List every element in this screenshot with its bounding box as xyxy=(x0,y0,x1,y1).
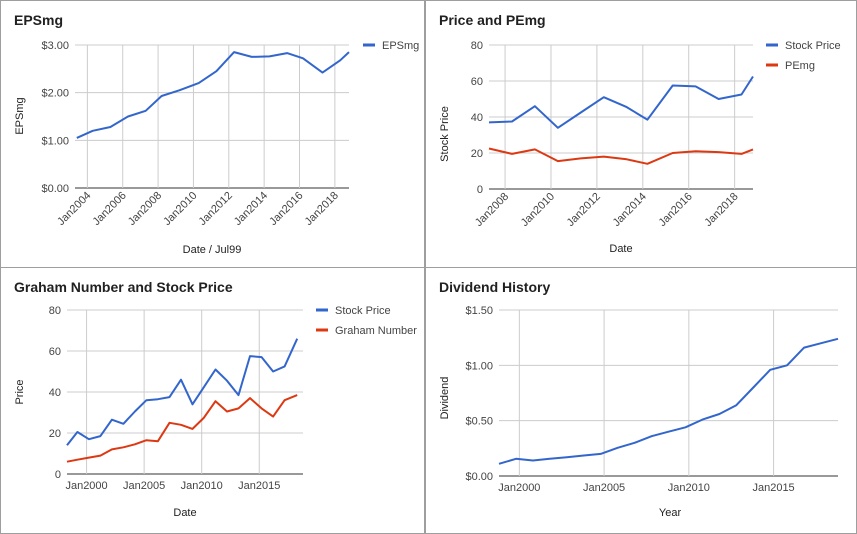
y-tick-label: 60 xyxy=(471,76,483,88)
y-axis-title: Dividend xyxy=(439,377,451,420)
chart-panel-price-pemg: Price and PEmg 0 20 40 60 80 Jan2008 Jan2010 Ja… xyxy=(425,0,857,268)
x-tick-label: Jan2000 xyxy=(65,480,107,492)
x-tick-label: Jan2014 xyxy=(611,191,649,229)
x-axis-title: Date / Jul99 xyxy=(183,244,242,256)
x-tick-label: Jan2012 xyxy=(565,191,603,229)
y-axis-title: Price xyxy=(14,379,26,404)
x-tick-label: Jan2005 xyxy=(123,480,165,492)
y-tick-label: 80 xyxy=(49,305,61,317)
legend-label-epsmg: EPSmg xyxy=(382,40,419,52)
x-axis-title: Date xyxy=(173,507,196,519)
x-tick-label: Jan2010 xyxy=(519,191,557,229)
y-tick-label: $1.00 xyxy=(465,360,493,372)
chart-panel-dividend: Dividend History $0.00 $0.50 $1.00 $1.50 Jan… xyxy=(425,267,857,534)
legend-label-stock-price: Stock Price xyxy=(335,305,391,317)
x-tick-label: Jan2006 xyxy=(91,190,129,228)
x-axis-title: Date xyxy=(609,243,632,255)
chart-panel-graham: Graham Number and Stock Price 0 20 40 60 80 J… xyxy=(0,267,425,534)
x-tick-label: Jan2010 xyxy=(181,480,223,492)
y-tick-label: 0 xyxy=(477,184,483,196)
x-tick-label: Jan2008 xyxy=(473,191,511,229)
chart-title: Dividend History xyxy=(439,279,551,295)
series-line-dividend xyxy=(498,337,839,465)
chart-title: Graham Number and Stock Price xyxy=(14,279,233,295)
y-tick-label: 60 xyxy=(49,346,61,358)
x-tick-label: Jan2012 xyxy=(197,190,235,228)
x-tick-label: Jan2000 xyxy=(498,482,540,494)
x-tick-label: Jan2018 xyxy=(702,191,740,229)
y-tick-label: $0.50 xyxy=(465,416,493,428)
y-tick-label: $0.00 xyxy=(465,471,493,483)
series-line-pemg xyxy=(488,147,754,165)
chart-panel-epsmg: EPSmg $0.00 $1.00 $2.00 $3.00 Jan2004 Jan2006… xyxy=(0,0,425,268)
legend-label-graham-number: Graham Number xyxy=(335,325,417,337)
y-tick-label: 40 xyxy=(49,387,61,399)
y-tick-label: $1.50 xyxy=(465,305,493,317)
chart-title: EPSmg xyxy=(14,12,64,28)
chart-svg: $0.00 $1.00 $2.00 $3.00 Jan2004Jan2006Jan200… xyxy=(14,40,419,256)
y-tick-label: 40 xyxy=(471,112,483,124)
x-tick-label: Jan2004 xyxy=(55,190,93,228)
series-line-stock-price xyxy=(488,75,754,129)
series-line-stock-price xyxy=(66,338,299,446)
x-tick-label: Jan2014 xyxy=(232,190,270,228)
chart-svg: $0.00 $0.50 $1.00 $1.50 Jan2000 Jan2005 Jan201… xyxy=(439,305,839,519)
y-tick-label: $0.00 xyxy=(41,183,69,195)
chart-svg: 0 20 40 60 80 Jan2000 Jan2005 Jan2010 Jan2015 Dat… xyxy=(14,305,417,519)
x-tick-label: Jan2008 xyxy=(126,190,164,228)
x-tick-label: Jan2005 xyxy=(583,482,625,494)
chart-title: Price and PEmg xyxy=(439,12,546,28)
y-tick-label: $1.00 xyxy=(41,135,69,147)
y-tick-label: $3.00 xyxy=(41,40,69,52)
y-tick-label: 20 xyxy=(49,428,61,440)
y-tick-label: 0 xyxy=(55,469,61,481)
legend-label-pemg: PEmg xyxy=(785,60,815,72)
y-axis-title: EPSmg xyxy=(14,97,26,134)
x-tick-label: Jan2016 xyxy=(267,190,305,228)
series-line-graham-number xyxy=(66,394,298,463)
x-tick-label: Jan2018 xyxy=(303,190,341,228)
y-tick-label: $2.00 xyxy=(41,88,69,100)
x-tick-label: Jan2010 xyxy=(161,190,199,228)
x-tick-label: Jan2016 xyxy=(657,191,695,229)
y-tick-label: 20 xyxy=(471,148,483,160)
series-line-epsmg xyxy=(76,51,350,139)
legend-label-stock-price: Stock Price xyxy=(785,40,841,52)
x-axis-title: Year xyxy=(659,507,682,519)
x-tick-label: Jan2015 xyxy=(238,480,280,492)
y-tick-label: 80 xyxy=(471,40,483,52)
x-tick-label: Jan2015 xyxy=(752,482,794,494)
y-axis-title: Stock Price xyxy=(439,106,451,162)
x-tick-label: Jan2010 xyxy=(668,482,710,494)
